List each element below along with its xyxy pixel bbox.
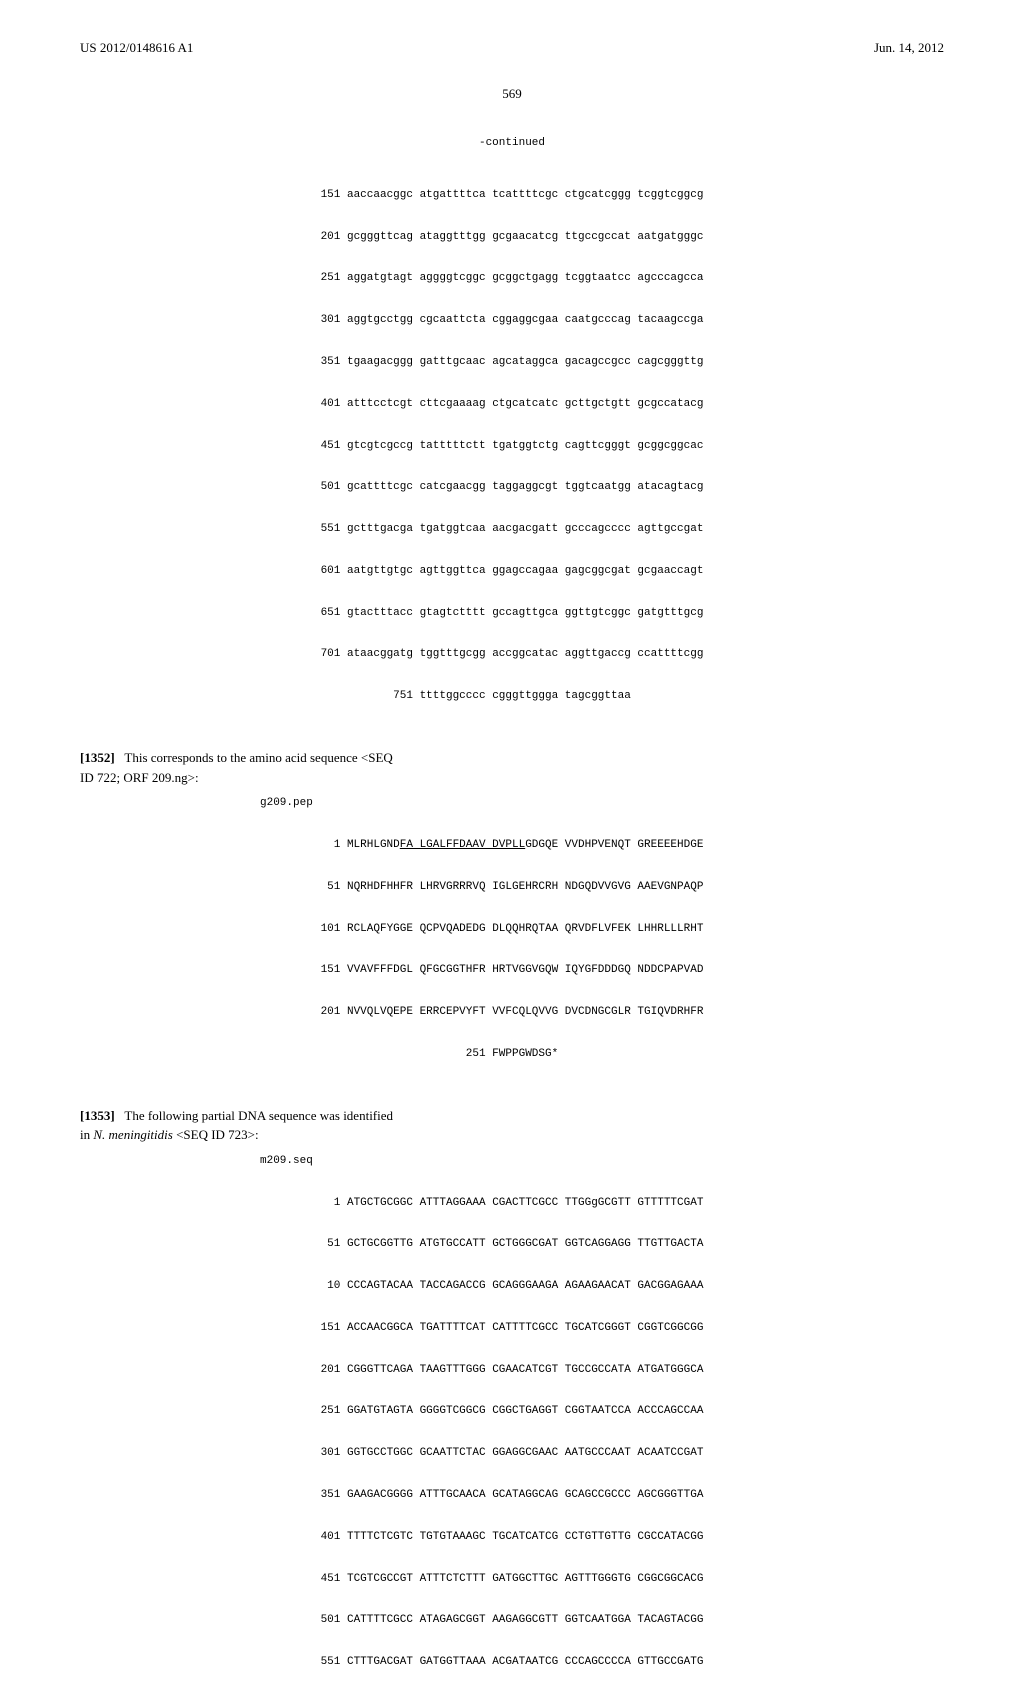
seq-line: 251 aggatgtagt aggggtcggc gcggctgagg tcg… [80,268,944,289]
seq-line: 51 NQRHDFHHFR LHRVGRRRVQ IGLGEHRCRH NDGQ… [80,877,944,898]
continued-label: -continued [80,137,944,149]
paragraph-in: in [80,1127,93,1142]
seq-line: 151 VVAVFFFDGL QFGCGGTHFR HRTVGGVGQW IQY… [80,960,944,981]
seq-line: 501 gcattttcgc catcgaacgg taggaggcgt tgg… [80,477,944,498]
seq-line: 751 ttttggcccc cgggttggga tagcggttaa [80,686,944,707]
seq-line: 201 gcgggttcag ataggtttgg gcgaacatcg ttg… [80,227,944,248]
seq-line: 401 atttcctcgt cttcgaaaag ctgcatcatc gct… [80,394,944,415]
species-name: N. meningitidis [93,1127,172,1142]
paragraph-1352: [1352] This corresponds to the amino aci… [80,748,480,787]
seq-line: 201 NVVQLVQEPE ERRCEPVYFT VVFCQLQVVG DVC… [80,1002,944,1023]
seq-line: 651 gtactttacc gtagtctttt gccagttgca ggt… [80,603,944,624]
seq-line: 1 ATGCTGCGGC ATTTAGGAAA CGACTTCGCC TTGGg… [80,1193,944,1214]
document-header: US 2012/0148616 A1 Jun. 14, 2012 [80,40,944,56]
seq-line: 501 CATTTTCGCC ATAGAGCGGT AAGAGGCGTT GGT… [80,1610,944,1631]
seq-line: 251 GGATGTAGTA GGGGTCGGCG CGGCTGAGGT CGG… [80,1401,944,1422]
underlined-seq: FA LGALFFDAAV DVPLL [400,839,525,851]
sequence-block-3: 1 ATGCTGCGGC ATTTAGGAAA CGACTTCGCC TTGGg… [80,1172,944,1694]
seq-line: 551 CTTTGACGAT GATGGTTAAA ACGATAATCG CCC… [80,1652,944,1673]
seq-line: 301 GGTGCCTGGC GCAATTCTAC GGAGGCGAAC AAT… [80,1443,944,1464]
paragraph-text-cont: ID 722; ORF 209.ng>: [80,770,199,785]
seq-line: 201 CGGGTTCAGA TAAGTTTGGG CGAACATCGT TGC… [80,1360,944,1381]
sequence-header-2: g209.pep [80,797,944,809]
paragraph-text: This corresponds to the amino acid seque… [124,750,392,765]
seq-line: 601 aatgttgtgc agttggttca ggagccagaa gag… [80,561,944,582]
seq-line: 101 RCLAQFYGGE QCPVQADEDG DLQQHRQTAA QRV… [80,919,944,940]
seq-line: 1 MLRHLGNDFA LGALFFDAAV DVPLLGDGQE VVDHP… [80,835,944,856]
paragraph-number: [1352] [80,750,115,765]
paragraph-1353: [1353] The following partial DNA sequenc… [80,1106,480,1145]
seq-line: 551 gctttgacga tgatggtcaa aacgacgatt gcc… [80,519,944,540]
seq-line: 401 TTTTCTCGTC TGTGTAAAGC TGCATCATCG CCT… [80,1527,944,1548]
paragraph-number: [1353] [80,1108,115,1123]
seq-line: 151 ACCAACGGCA TGATTTTCAT CATTTTCGCC TGC… [80,1318,944,1339]
paragraph-after: <SEQ ID 723>: [173,1127,259,1142]
publication-number: US 2012/0148616 A1 [80,40,193,56]
sequence-block-1: 151 aaccaacggc atgattttca tcattttcgc ctg… [80,164,944,728]
seq-line: 10 CCCAGTACAA TACCAGACCG GCAGGGAAGA AGAA… [80,1276,944,1297]
seq-line: 451 TCGTCGCCGT ATTTCTCTTT GATGGCTTGC AGT… [80,1569,944,1590]
seq-line: 701 ataacggatg tggtttgcgg accggcatac agg… [80,644,944,665]
seq-line: 51 GCTGCGGTTG ATGTGCCATT GCTGGGCGAT GGTC… [80,1234,944,1255]
seq-line: 351 GAAGACGGGG ATTTGCAACA GCATAGGCAG GCA… [80,1485,944,1506]
seq-line: 451 gtcgtcgccg tatttttctt tgatggtctg cag… [80,436,944,457]
sequence-header-3: m209.seq [80,1155,944,1167]
seq-line: 351 tgaagacggg gatttgcaac agcataggca gac… [80,352,944,373]
seq-line: 251 FWPPGWDSG* [80,1044,944,1065]
paragraph-text: The following partial DNA sequence was i… [124,1108,393,1123]
seq-line: 301 aggtgcctgg cgcaattcta cggaggcgaa caa… [80,310,944,331]
publication-date: Jun. 14, 2012 [874,40,944,56]
seq-line: 151 aaccaacggc atgattttca tcattttcgc ctg… [80,185,944,206]
sequence-block-2: 1 MLRHLGNDFA LGALFFDAAV DVPLLGDGQE VVDHP… [80,814,944,1086]
page-number: 569 [80,86,944,102]
